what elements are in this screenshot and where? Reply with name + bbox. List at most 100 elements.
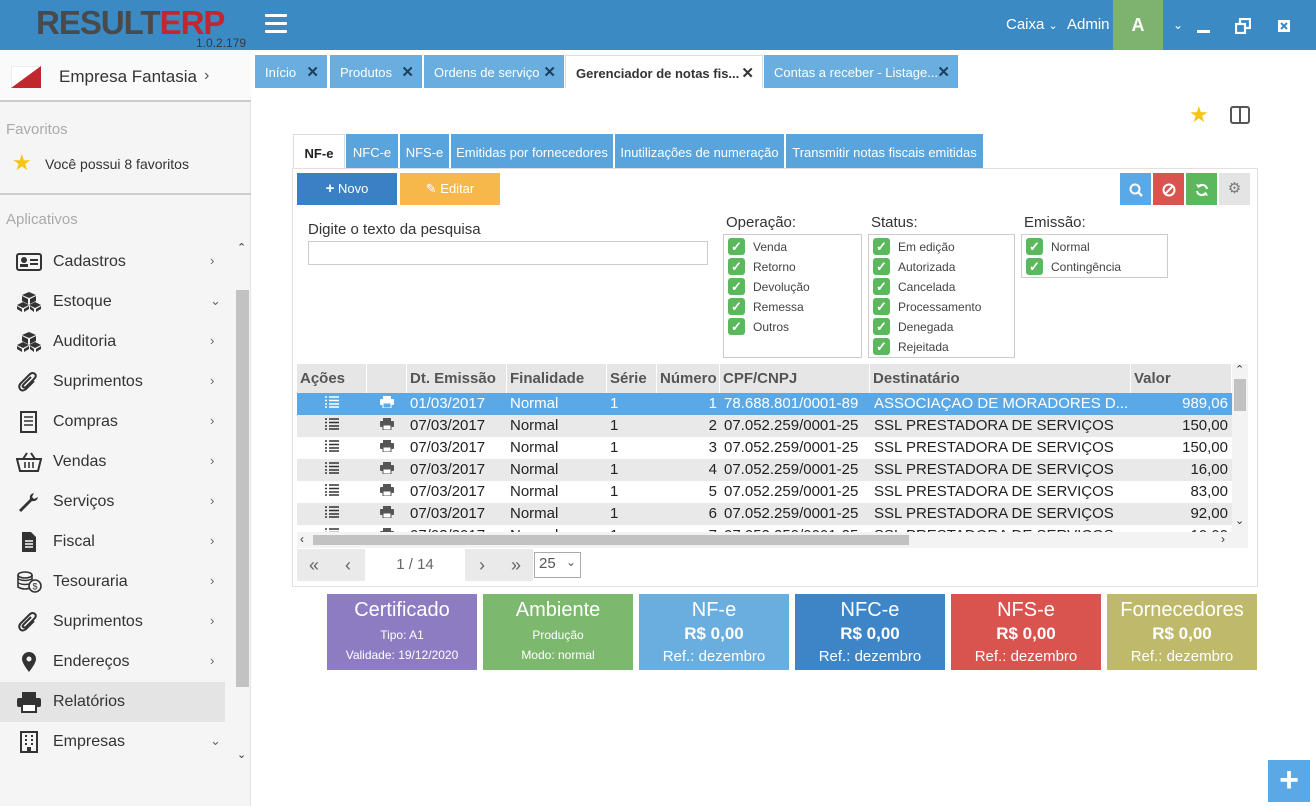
table-row[interactable]: 07/03/2017 Normal 1 4 07.052.259/0001-25 SSL …: [297, 459, 1232, 481]
avatar[interactable]: A: [1113, 0, 1163, 50]
subtab-nfe[interactable]: NF-e: [293, 134, 345, 168]
scroll-down-icon[interactable]: ⌄: [237, 749, 247, 761]
page-size-select[interactable]: 25 ⌄: [534, 552, 581, 578]
close-icon[interactable]: ✕: [937, 64, 950, 81]
search-button[interactable]: [1120, 173, 1151, 205]
col-numero[interactable]: Número: [657, 364, 720, 393]
table-row[interactable]: 07/03/2017 Normal 1 2 07.052.259/0001-25 SSL …: [297, 415, 1232, 437]
printer-icon[interactable]: [380, 459, 396, 481]
col-valor[interactable]: Valor: [1131, 364, 1232, 393]
prev-page-icon[interactable]: ‹: [331, 549, 365, 581]
editar-button[interactable]: ✎ Editar: [400, 173, 500, 205]
tab-gerenciador-notas[interactable]: Gerenciador de notas fis... ✕: [565, 55, 763, 88]
refresh-button[interactable]: [1186, 173, 1217, 205]
table-row[interactable]: 01/03/2017 Normal 1 1 78.688.801/0001-89 ASSO…: [297, 393, 1232, 415]
scroll-up-icon[interactable]: ⌃: [237, 242, 247, 254]
list-icon[interactable]: [325, 437, 341, 459]
sidebar-item-enderecos[interactable]: Endereços ›: [0, 642, 233, 682]
close-icon[interactable]: ✕: [543, 64, 556, 81]
scroll-right-icon[interactable]: ›: [1221, 532, 1225, 546]
table-row[interactable]: 07/03/2017 Normal 1 6 07.052.259/0001-25 SSL …: [297, 503, 1232, 525]
grid-scroll-thumb[interactable]: [1234, 379, 1246, 411]
col-destinatario[interactable]: Destinatário: [870, 364, 1131, 393]
scroll-up-icon[interactable]: ⌃: [1235, 364, 1245, 376]
card-fornecedores[interactable]: Fornecedores R$ 0,00 Ref.: dezembro: [1107, 594, 1257, 670]
scroll-down-icon[interactable]: ⌄: [1235, 515, 1245, 527]
settings-button[interactable]: ⚙: [1219, 173, 1250, 205]
list-icon[interactable]: [325, 481, 341, 503]
close-window-icon[interactable]: [1269, 0, 1299, 50]
col-dt-emissao[interactable]: Dt. Emissão: [407, 364, 507, 393]
next-page-icon[interactable]: ›: [465, 549, 499, 581]
card-certificado[interactable]: Certificado Tipo: A1 Validade: 19/12/2020: [327, 594, 477, 670]
printer-icon[interactable]: [380, 415, 396, 437]
sidebar-item-empresas[interactable]: Empresas ⌄: [0, 722, 233, 762]
chevron-down-icon[interactable]: ⌄: [1172, 18, 1184, 32]
restore-icon[interactable]: [1228, 0, 1258, 50]
card-ambiente[interactable]: Ambiente Produção Modo: normal: [483, 594, 633, 670]
sidebar-scroll-thumb[interactable]: [236, 290, 249, 687]
printer-icon[interactable]: [380, 437, 396, 459]
subtab-nfce[interactable]: NFC-e: [346, 134, 398, 168]
sidebar-item-estoque[interactable]: Estoque ⌄: [0, 282, 233, 322]
sidebar-item-suprimentos-2[interactable]: Suprimentos ›: [0, 602, 233, 642]
grid-vertical-scrollbar[interactable]: ⌃ ⌄: [1232, 364, 1248, 532]
table-row[interactable]: 07/03/2017 Normal 1 3 07.052.259/0001-25 SSL …: [297, 437, 1232, 459]
split-view-icon[interactable]: [1230, 106, 1250, 124]
sidebar-item-tesouraria[interactable]: $ Tesouraria ›: [0, 562, 233, 602]
grid-hscroll-thumb[interactable]: [313, 535, 909, 545]
col-serie[interactable]: Série: [607, 364, 657, 393]
caixa-menu[interactable]: Caixa ⌄: [1006, 16, 1058, 33]
clear-filter-button[interactable]: [1153, 173, 1184, 205]
subtab-emitidas-fornecedores[interactable]: Emitidas por fornecedores: [451, 134, 613, 168]
sidebar-item-auditoria[interactable]: Auditoria ›: [0, 322, 233, 362]
star-favorite-icon[interactable]: ★: [1189, 102, 1209, 127]
table-row[interactable]: 07/03/2017 Normal 1 5 07.052.259/0001-25 SSL …: [297, 481, 1232, 503]
add-floating-button[interactable]: +: [1268, 760, 1310, 802]
col-print[interactable]: [367, 364, 407, 393]
tab-inicio[interactable]: Início ✕: [255, 55, 327, 88]
col-cpf-cnpj[interactable]: CPF/CNPJ: [720, 364, 870, 393]
card-nfse[interactable]: NFS-e R$ 0,00 Ref.: dezembro: [951, 594, 1101, 670]
list-icon[interactable]: [325, 415, 341, 437]
sidebar-item-suprimentos[interactable]: Suprimentos ›: [0, 362, 233, 402]
minimize-icon[interactable]: [1188, 0, 1218, 50]
novo-button[interactable]: + Novo: [297, 173, 397, 205]
grid-horizontal-scrollbar[interactable]: ‹ ›: [297, 532, 1248, 548]
printer-icon[interactable]: [380, 503, 396, 525]
printer-icon[interactable]: [380, 481, 396, 503]
list-icon[interactable]: [325, 503, 341, 525]
subtab-nfse[interactable]: NFS-e: [400, 134, 449, 168]
tab-ordens-servico[interactable]: Ordens de serviço ✕: [424, 55, 564, 88]
sidebar-item-fiscal[interactable]: Fiscal ›: [0, 522, 233, 562]
list-icon[interactable]: [325, 393, 341, 415]
chevron-down-icon: ⌄: [565, 555, 576, 569]
card-nfe[interactable]: NF-e R$ 0,00 Ref.: dezembro: [639, 594, 789, 670]
last-page-icon[interactable]: »: [499, 549, 533, 581]
admin-label[interactable]: Admin: [1067, 16, 1110, 33]
sidebar-item-relatorios[interactable]: Relatórios: [0, 682, 225, 722]
subtab-inutilizacoes[interactable]: Inutilizações de numeração: [615, 134, 784, 168]
sidebar-item-servicos[interactable]: Serviços ›: [0, 482, 233, 522]
close-icon[interactable]: ✕: [741, 65, 754, 82]
sidebar-item-vendas[interactable]: Vendas ›: [0, 442, 233, 482]
company-selector[interactable]: Empresa Fantasia ›: [0, 50, 251, 102]
sidebar-item-compras[interactable]: Compras ›: [0, 402, 233, 442]
tab-contas-receber[interactable]: Contas a receber - Listage... ✕: [764, 55, 958, 88]
search-input[interactable]: [308, 241, 708, 265]
cell-finalidade: Normal: [510, 395, 559, 412]
scroll-left-icon[interactable]: ‹: [300, 532, 304, 546]
col-finalidade[interactable]: Finalidade: [507, 364, 607, 393]
list-icon[interactable]: [325, 459, 341, 481]
subtab-transmitir[interactable]: Transmitir notas fiscais emitidas: [786, 134, 983, 168]
close-icon[interactable]: ✕: [306, 64, 319, 81]
sidebar-item-cadastros[interactable]: Cadastros ›: [0, 242, 233, 282]
hamburger-menu-icon[interactable]: [265, 14, 287, 34]
first-page-icon[interactable]: «: [297, 549, 331, 581]
printer-icon[interactable]: [380, 393, 396, 415]
col-acoes[interactable]: Ações: [297, 364, 367, 393]
sidebar-scrollbar[interactable]: ⌃ ⌄: [235, 242, 249, 765]
card-nfce[interactable]: NFC-e R$ 0,00 Ref.: dezembro: [795, 594, 945, 670]
close-icon[interactable]: ✕: [401, 64, 414, 81]
tab-produtos[interactable]: Produtos ✕: [330, 55, 422, 88]
